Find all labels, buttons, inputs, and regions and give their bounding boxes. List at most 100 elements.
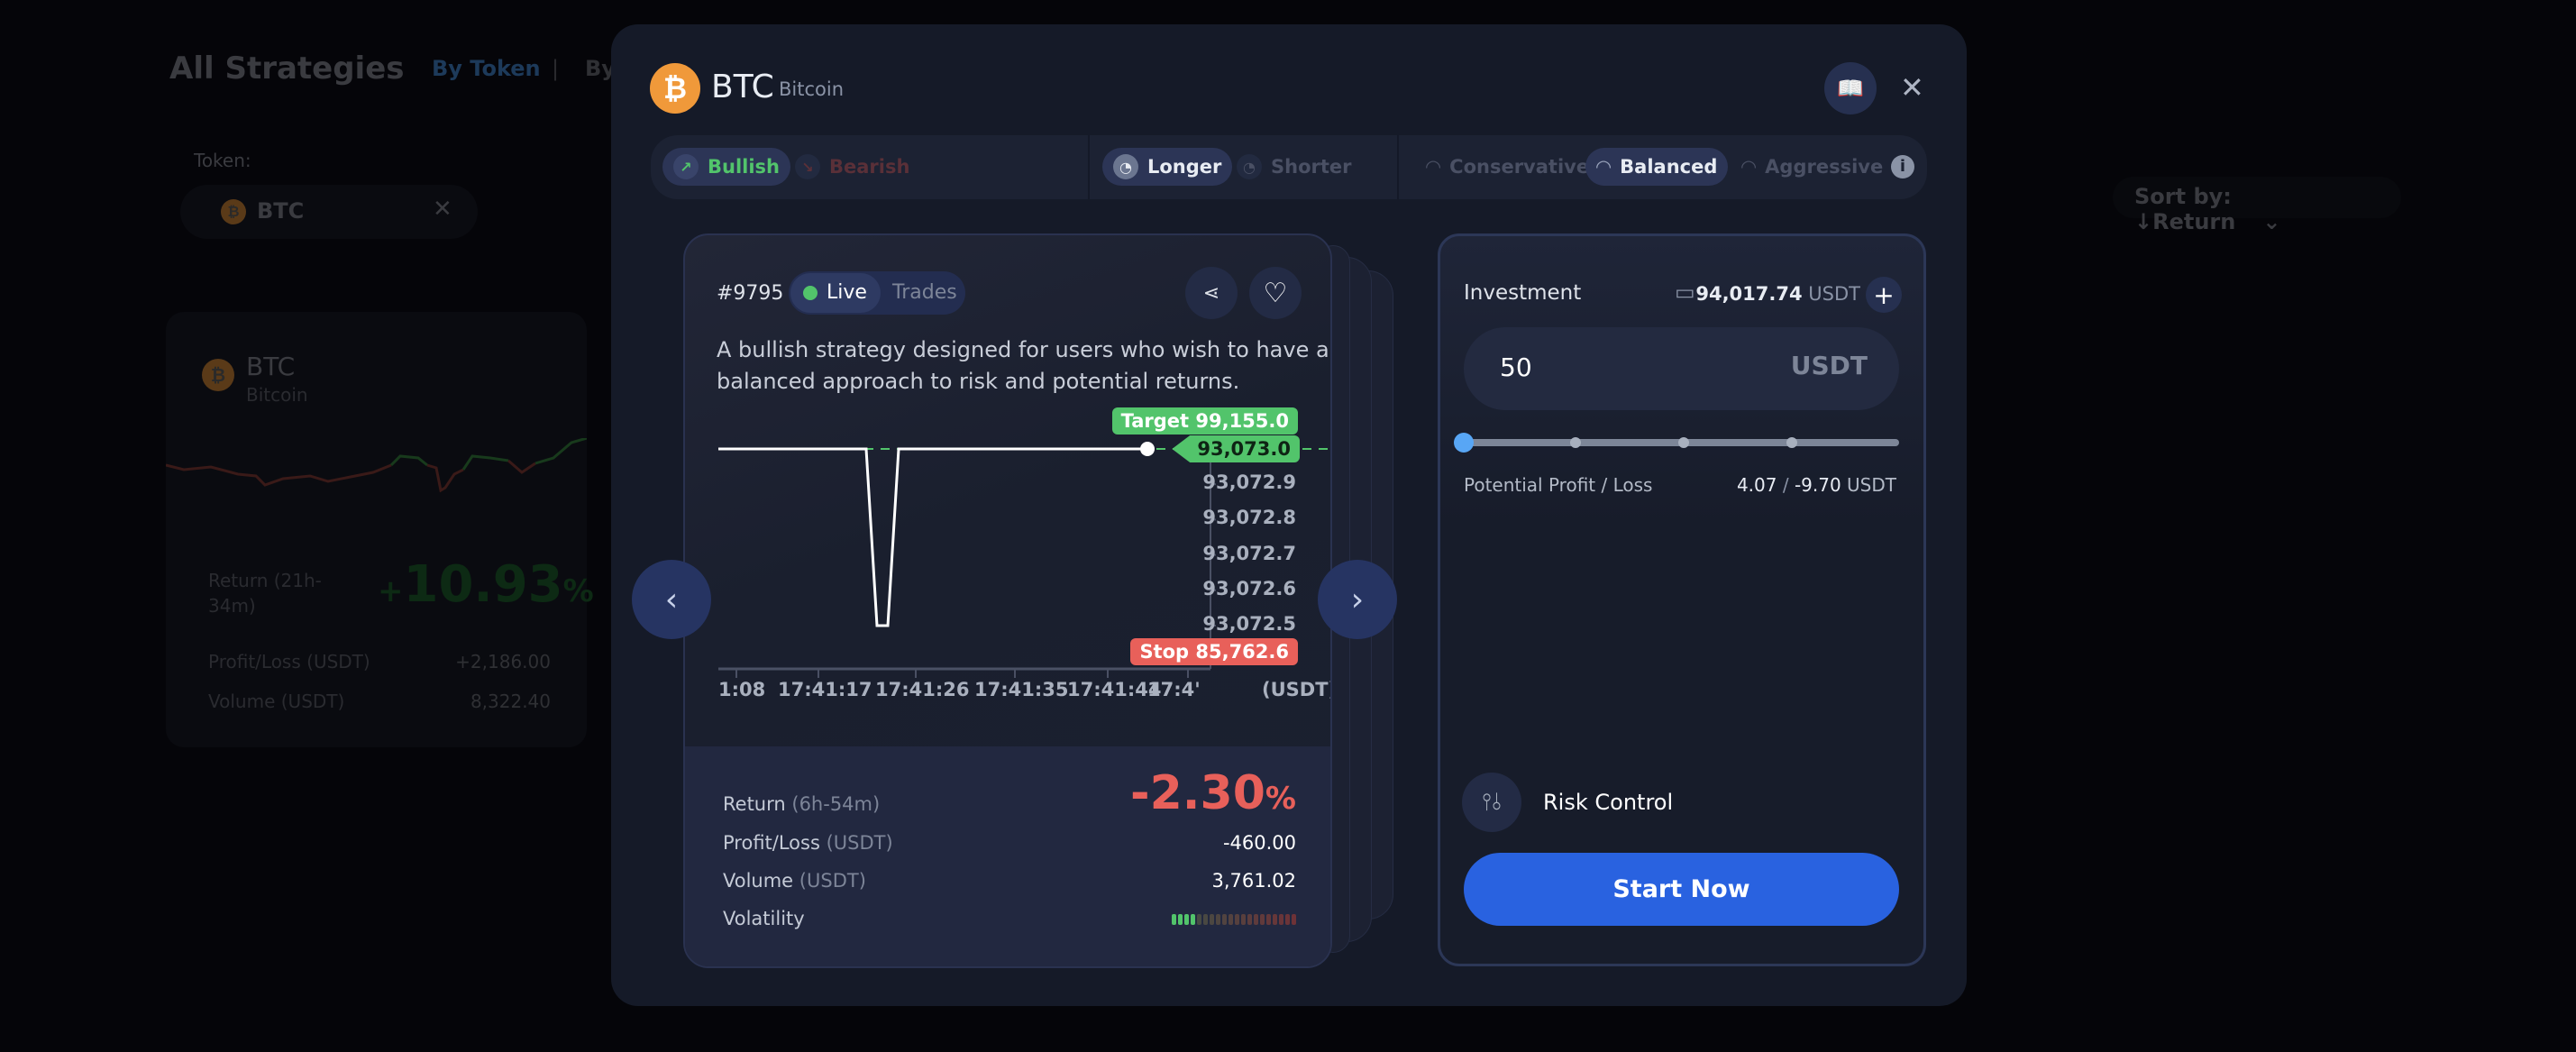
volatility-segment (1279, 914, 1283, 925)
filter-label: Aggressive (1765, 156, 1884, 178)
modal-name: Bitcoin (779, 78, 845, 100)
target-tag: Target 99,155.0 (1111, 407, 1298, 435)
book-icon: 📖 (1837, 76, 1864, 101)
strategy-card-bg[interactable]: ₿ BTC Bitcoin Return (21h- 34m) +10.93% P… (166, 312, 594, 747)
favorite-button[interactable]: ♡ (1249, 267, 1302, 319)
return-label: Return (6h-54m) (723, 793, 881, 815)
filter-bullish[interactable]: ↗ Bullish (662, 148, 791, 186)
strategy-id: #9795 (717, 282, 784, 305)
sliders-icon: ⫯⫰ (1481, 788, 1503, 816)
slider-mark (1786, 437, 1797, 448)
clock-icon: ◔ (1113, 154, 1138, 179)
filter-label: Conservative (1449, 156, 1590, 178)
strategy-description: A bullish strategy designed for users wh… (717, 337, 1329, 394)
x-tick-label: 17:41:35 (974, 679, 1069, 700)
investment-label: Investment (1464, 281, 1582, 305)
filter-bearish[interactable]: ↘ Bearish (784, 148, 920, 186)
sort-dropdown[interactable]: Sort by: ↓Return ⌄ (2113, 177, 2401, 234)
gauge-icon: ◠ (1426, 156, 1441, 178)
volatility-segment (1222, 914, 1227, 925)
y-tick-label: 93,072.8 (1202, 507, 1296, 529)
chevron-down-icon: ⌄ (2262, 209, 2281, 234)
clear-icon[interactable]: ✕ (433, 196, 452, 223)
profit-value: -460.00 (1222, 832, 1296, 854)
volatility-segment (1203, 914, 1208, 925)
price-line (718, 447, 1147, 627)
next-strategy-button[interactable]: › (1318, 560, 1397, 639)
trend-up-icon: ↗ (673, 154, 699, 179)
filter-shorter[interactable]: ◔ Shorter (1226, 148, 1363, 186)
share-button[interactable]: ⋖ (1185, 267, 1238, 319)
tab-trades[interactable]: Trades (892, 281, 957, 304)
volatility-segment (1184, 914, 1189, 925)
start-now-button[interactable]: Start Now (1464, 853, 1899, 926)
card-volume-value: 8,322.40 (470, 691, 551, 712)
card-profit-value: +2,186.00 (455, 651, 551, 672)
price-chart (718, 442, 1330, 678)
prev-strategy-button[interactable]: ‹ (632, 560, 711, 639)
current-price-tag: 93,073.0 (1172, 435, 1300, 462)
tab-divider: | (552, 56, 560, 81)
potential-label: Potential Profit / Loss (1464, 474, 1653, 496)
current-point (1140, 442, 1155, 456)
filter-label: Bullish (708, 156, 781, 178)
filter-label: Longer (1147, 156, 1222, 178)
token-filter-chip[interactable]: ₿ BTC ✕ (180, 185, 478, 239)
volatility-segment (1273, 914, 1277, 925)
stats-section: Return (6h-54m) -2.30% Profit/Loss (USDT… (685, 746, 1330, 966)
volatility-segment (1210, 914, 1214, 925)
wallet-balance: 94,017.74 USDT (1695, 283, 1860, 305)
filter-label: Balanced (1620, 156, 1718, 178)
slider-handle[interactable] (1454, 433, 1474, 453)
tab-live-label: Live (827, 281, 867, 304)
volatility-segment (1229, 914, 1233, 925)
return-value: -2.30% (1130, 766, 1296, 820)
amount-value: 50 (1500, 352, 1532, 382)
filter-balanced[interactable]: ◠ Balanced (1585, 148, 1729, 186)
gauge-icon: ◠ (1741, 156, 1757, 178)
card-return-label: Return (21h- 34m) (208, 570, 322, 617)
amount-slider[interactable] (1454, 433, 1899, 453)
close-button[interactable]: ✕ (1900, 70, 1924, 105)
tab-by-token[interactable]: By Token (432, 56, 541, 81)
x-tick-label: 1:08 (718, 679, 766, 700)
volatility-label: Volatility (723, 908, 805, 929)
filter-longer[interactable]: ◔ Longer (1102, 148, 1233, 186)
card-symbol: BTC (246, 352, 296, 381)
risk-control-label[interactable]: Risk Control (1543, 790, 1674, 815)
axis-unit: (USDT) (1262, 679, 1332, 700)
page-title: All Strategies (169, 50, 405, 87)
x-tick-label: 17:41:26 (875, 679, 970, 700)
x-tick-label: 17:4' (1147, 679, 1201, 700)
btc-icon: ₿ (650, 63, 700, 114)
amount-unit: USDT (1790, 351, 1868, 380)
volatility-segment (1197, 914, 1201, 925)
plus-icon: + (1873, 279, 1895, 310)
filter-label: Bearish (829, 156, 910, 178)
risk-control-button[interactable]: ⫯⫰ (1462, 773, 1521, 832)
btc-icon: ₿ (202, 359, 234, 391)
tab-live[interactable]: Live (790, 273, 881, 313)
volume-value: 3,761.02 (1211, 870, 1296, 892)
close-icon: ✕ (1900, 70, 1924, 105)
deposit-button[interactable]: + (1866, 277, 1902, 313)
filter-aggressive[interactable]: ◠ Aggressive (1731, 148, 1894, 186)
trend-down-icon: ↘ (795, 154, 820, 179)
token-filter-label: Token: (194, 150, 251, 171)
chevron-left-icon: ‹ (664, 581, 679, 618)
btc-icon: ₿ (221, 199, 246, 224)
amount-input[interactable]: 50 USDT (1464, 327, 1899, 410)
tab-by-other[interactable]: By (585, 56, 616, 81)
token-filter-value: BTC (257, 198, 305, 224)
slider-mark (1678, 437, 1689, 448)
volatility-segment (1285, 914, 1290, 925)
filter-conservative[interactable]: ◠ Conservative (1415, 148, 1600, 186)
live-dot-icon (803, 286, 818, 300)
volatility-segment (1266, 914, 1271, 925)
chevron-right-icon: › (1350, 581, 1365, 618)
heart-icon: ♡ (1263, 277, 1288, 309)
guide-book-button[interactable]: 📖 (1824, 62, 1877, 114)
info-icon[interactable]: i (1891, 155, 1914, 178)
y-tick-label: 93,072.9 (1202, 471, 1296, 494)
live-trades-toggle: Live Trades (789, 271, 965, 315)
